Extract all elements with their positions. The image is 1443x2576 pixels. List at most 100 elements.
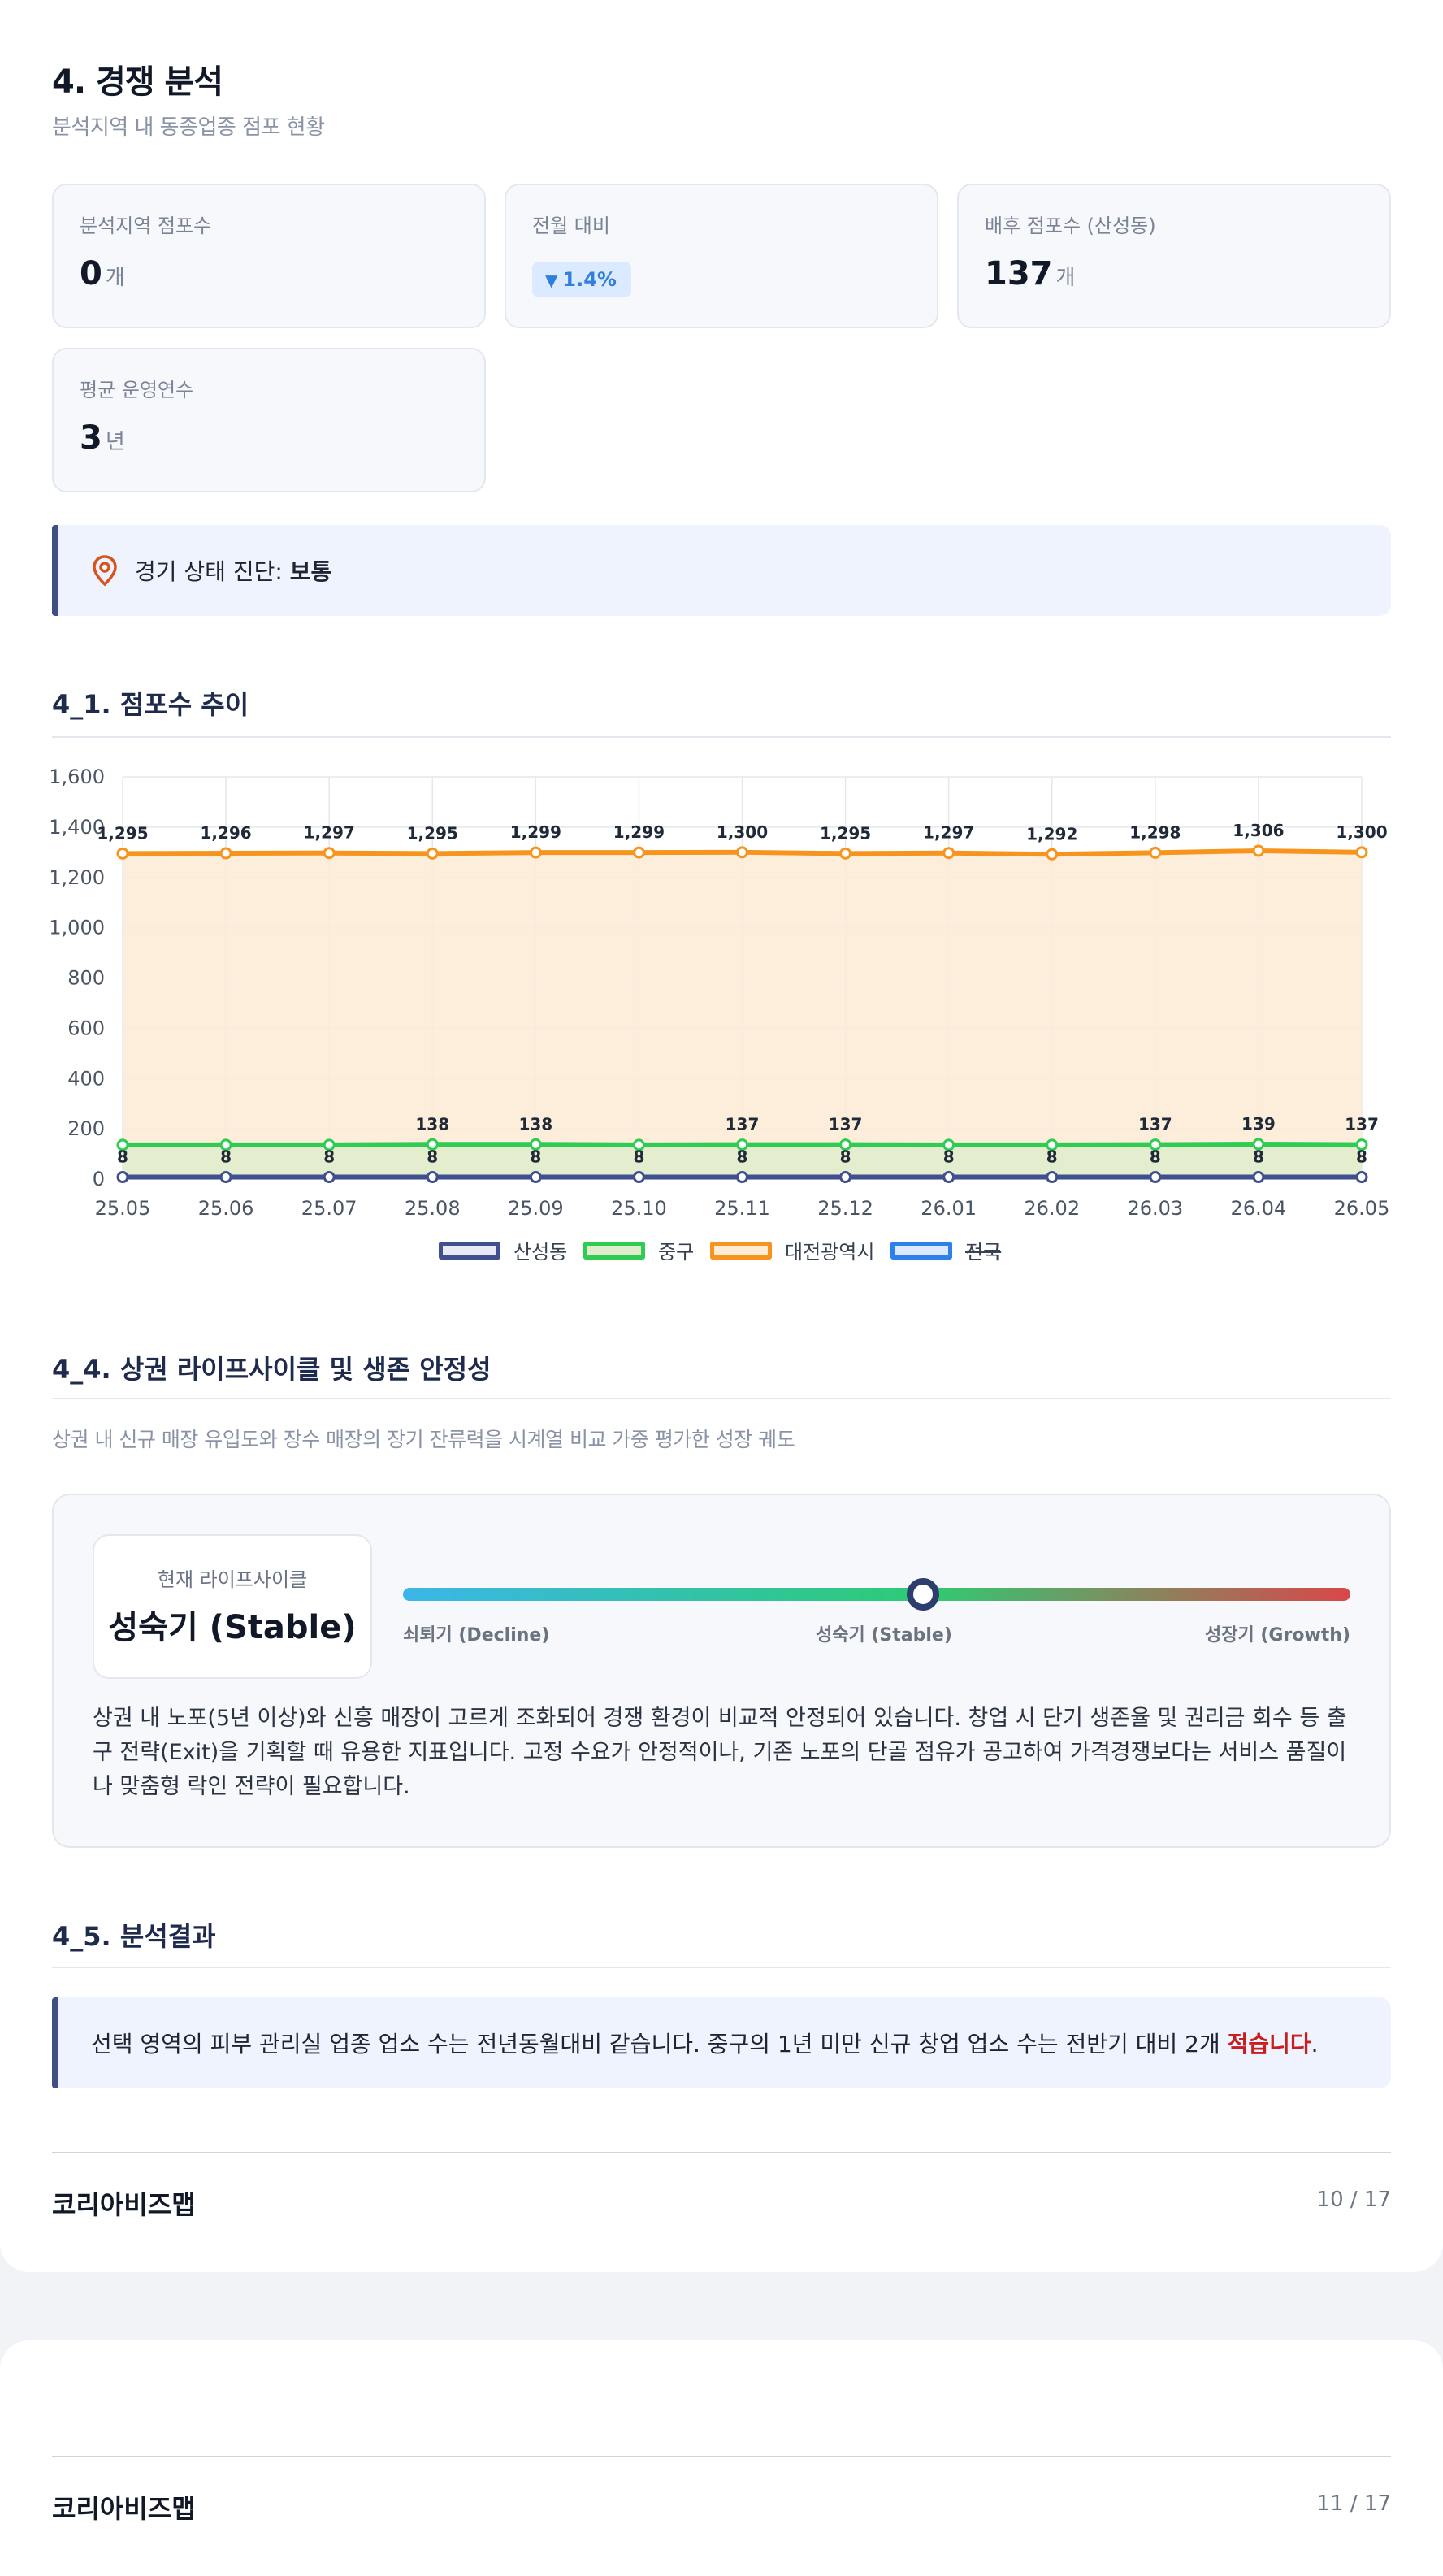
lifecycle-description: 상권 내 노포(5년 이상)와 신흥 매장이 고르게 조화되어 경쟁 환경이 비… [93,1706,1347,1799]
data-point [942,1171,956,1184]
data-point [942,1138,956,1151]
report-page-11: 코리아비즈맵 11 / 17 [0,2340,1443,2576]
x-tick-label: 26.03 [1127,1197,1183,1220]
data-label: 137 [1345,1115,1379,1134]
data-point [1355,1171,1368,1184]
divider [52,1398,1391,1399]
lifecycle-subtitle: 상권 내 신규 매장 유입도와 장수 매장의 장기 잔류력을 시계열 비교 가중… [52,1428,795,1451]
current-phase-label: 현재 라이프사이클 [157,1568,308,1591]
stat-label: 평균 운영연수 [80,379,194,401]
page-number: 11 / 17 [1316,2491,1391,2516]
data-label: 137 [726,1115,760,1134]
stat-label: 분석지역 점포수 [80,215,212,237]
x-tick-label: 25.09 [508,1197,564,1220]
data-label: 1,299 [613,822,665,842]
result-highlight: 적습니다 [1227,2031,1311,2058]
section-subtitle: 분석지역 내 동종업종 점포 현황 [52,115,325,140]
lifecycle-gauge-marker [907,1578,939,1611]
x-tick-label: 25.12 [817,1197,873,1220]
data-point [1046,1138,1059,1151]
data-label: 8 [737,1147,748,1167]
result-text: 선택 영역의 피부 관리실 업종 업소 수는 전년동월대비 같습니다. 중구의 … [91,2031,1319,2058]
y-tick-label: 200 [67,1117,105,1140]
stat-value: 137 개 [985,255,1076,293]
divider [52,1967,1391,1968]
data-point [839,847,852,860]
diagnosis-text: 경기 상태 진단: 보통 [135,558,332,585]
data-label: 8 [117,1147,128,1167]
result-banner: 선택 영역의 피부 관리실 업종 업소 수는 전년동월대비 같습니다. 중구의 … [52,1997,1391,2088]
x-tick-label: 25.05 [95,1197,151,1220]
footer-divider [52,2456,1391,2457]
data-point [219,1138,232,1151]
data-point [426,1138,439,1151]
data-point [1046,848,1059,861]
data-label: 8 [1150,1147,1161,1167]
y-tick-label: 1,600 [49,765,105,788]
change-badge: ▼ 1.4% [532,262,631,297]
footer-divider [52,2152,1391,2153]
y-tick-label: 800 [67,967,105,990]
data-point [1252,1138,1265,1151]
stat-card-mom: 전월 대비 ▼ 1.4% [505,184,938,328]
data-point [426,847,439,860]
diagnosis-banner: 경기 상태 진단: 보통 [52,525,1391,616]
data-label: 139 [1242,1114,1276,1134]
x-tick-label: 25.07 [301,1197,358,1220]
data-label: 1,299 [510,822,561,842]
data-point [219,847,232,860]
x-tick-label: 25.11 [714,1197,770,1220]
data-point [1355,1138,1368,1151]
data-point [426,1171,439,1184]
x-tick-label: 26.02 [1024,1197,1080,1220]
scale-label-decline: 쇠퇴기 (Decline) [403,1625,550,1646]
data-label: 1,297 [304,823,355,843]
y-tick-label: 400 [67,1067,105,1090]
data-label: 8 [1356,1147,1367,1167]
series-area [123,850,1362,1179]
data-label: 137 [1138,1115,1172,1134]
data-label: 1,295 [407,823,458,843]
footer-brand: 코리아비즈맵 [52,2189,196,2220]
page-number: 10 / 17 [1316,2188,1391,2212]
data-label: 8 [323,1147,335,1167]
current-phase-card: 현재 라이프사이클 성숙기 (Stable) [93,1534,372,1679]
data-label: 1,298 [1129,822,1181,842]
data-label: 1,292 [1026,824,1077,843]
result-title: 4_5. 분석결과 [52,1921,216,1952]
chart-legend: 산성동 중구 대전광역시 전국 [52,1238,1391,1268]
data-point [1149,846,1162,859]
store-count-line-chart: 0 200 400 600 800 1,000 1,200 1,400 1,600 25.05 25… [49,765,1389,1220]
data-point [632,1171,645,1184]
data-label: 1,306 [1233,821,1284,840]
y-tick-label: 1,400 [49,816,105,839]
divider [52,736,1391,738]
data-point [632,846,645,859]
data-label: 1,297 [923,823,974,843]
trend-title: 4_1. 점포수 추이 [52,689,249,720]
data-point [323,847,336,860]
data-label: 8 [427,1147,438,1167]
data-label: 138 [518,1114,552,1134]
arrow-down-icon: ▼ [545,271,558,290]
data-label: 8 [633,1147,644,1167]
data-label: 1,295 [97,823,148,843]
data-point [839,1171,852,1184]
data-point [736,1171,748,1184]
stat-card-backstores: 배후 점포수 (산성동) 137 개 [957,184,1391,328]
lifecycle-gauge-track [403,1588,1350,1601]
data-label: 137 [829,1115,863,1134]
data-point [219,1171,232,1184]
data-point [632,1138,645,1151]
y-tick-label: 1,200 [49,866,105,889]
data-point [529,1171,542,1184]
data-point [736,1138,748,1151]
data-label: 1,300 [1336,822,1387,842]
data-label: 8 [840,1147,852,1167]
current-phase-value: 성숙기 (Stable) [108,1609,357,1646]
data-point [323,1138,336,1151]
